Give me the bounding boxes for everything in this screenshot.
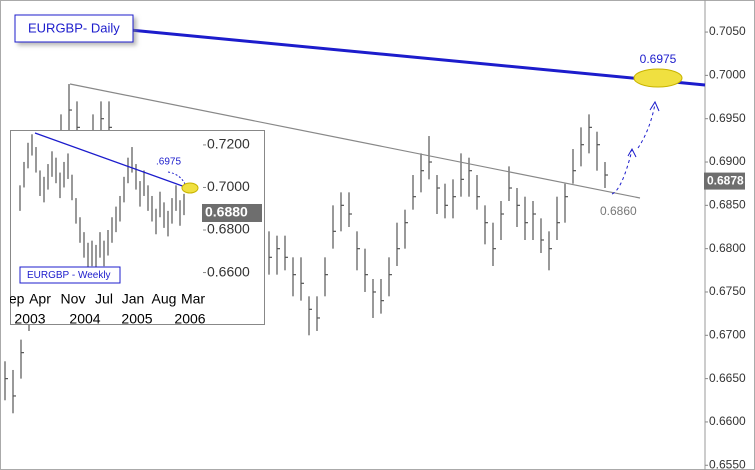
x-tick-label: Sep bbox=[0, 291, 25, 307]
chart-title: EURGBP- Daily bbox=[28, 20, 120, 35]
y-tick-label: 0.6800 bbox=[207, 221, 250, 237]
title-box bbox=[19, 266, 121, 284]
annotation: 0.6860 bbox=[600, 204, 637, 218]
chart-title: EURGBP - Weekly bbox=[27, 270, 111, 281]
y-tick-label: 0.7200 bbox=[207, 136, 250, 152]
x-year-label: 2003 bbox=[14, 311, 45, 327]
y-tick-label: 0.7050 bbox=[709, 24, 746, 38]
x-tick-label: Aug bbox=[152, 291, 177, 307]
x-year-label: 2006 bbox=[174, 311, 205, 327]
x-tick-label: Apr bbox=[29, 291, 51, 307]
last-price-label: 0.6878 bbox=[707, 173, 744, 187]
x-tick-label: Jan bbox=[122, 291, 145, 307]
y-tick-label: 0.6900 bbox=[709, 154, 746, 168]
y-tick-label: 0.7000 bbox=[207, 178, 250, 194]
annotation: .6975 bbox=[156, 157, 181, 168]
y-tick-label: 0.7000 bbox=[709, 68, 746, 82]
last-price-box bbox=[704, 172, 745, 190]
x-year-label: 2005 bbox=[121, 311, 152, 327]
trendline bbox=[69, 83, 641, 199]
resistance-line bbox=[34, 132, 189, 189]
target-marker bbox=[633, 68, 683, 88]
y-tick-label: 0.6950 bbox=[709, 111, 746, 125]
title-box bbox=[14, 14, 134, 43]
x-tick-label: Nov bbox=[61, 291, 86, 307]
y-tick-label: 0.6650 bbox=[709, 371, 746, 385]
y-tick-label: 0.6600 bbox=[207, 263, 250, 279]
x-tick-label: Mar bbox=[181, 291, 205, 307]
x-year-label: 2004 bbox=[69, 311, 100, 327]
y-tick-label: 0.6800 bbox=[709, 241, 746, 255]
y-tick-label: 0.6850 bbox=[709, 198, 746, 212]
last-price-label: 0.6880 bbox=[205, 204, 248, 220]
x-tick-label: Jul bbox=[95, 291, 113, 307]
projection-arrow bbox=[611, 149, 633, 195]
y-tick-label: 0.6550 bbox=[709, 457, 746, 470]
y-tick-label: 0.6750 bbox=[709, 284, 746, 298]
last-price-box bbox=[202, 203, 262, 222]
y-tick-label: 0.6700 bbox=[709, 327, 746, 341]
projection-arrow bbox=[167, 171, 186, 185]
target-marker bbox=[181, 182, 199, 194]
projection-arrow bbox=[637, 103, 656, 149]
arrow-head bbox=[649, 100, 660, 112]
annotation: 0.6975 bbox=[640, 52, 677, 66]
resistance-line bbox=[129, 28, 706, 87]
y-tick-label: 0.6600 bbox=[709, 414, 746, 428]
arrow-head bbox=[627, 147, 637, 158]
